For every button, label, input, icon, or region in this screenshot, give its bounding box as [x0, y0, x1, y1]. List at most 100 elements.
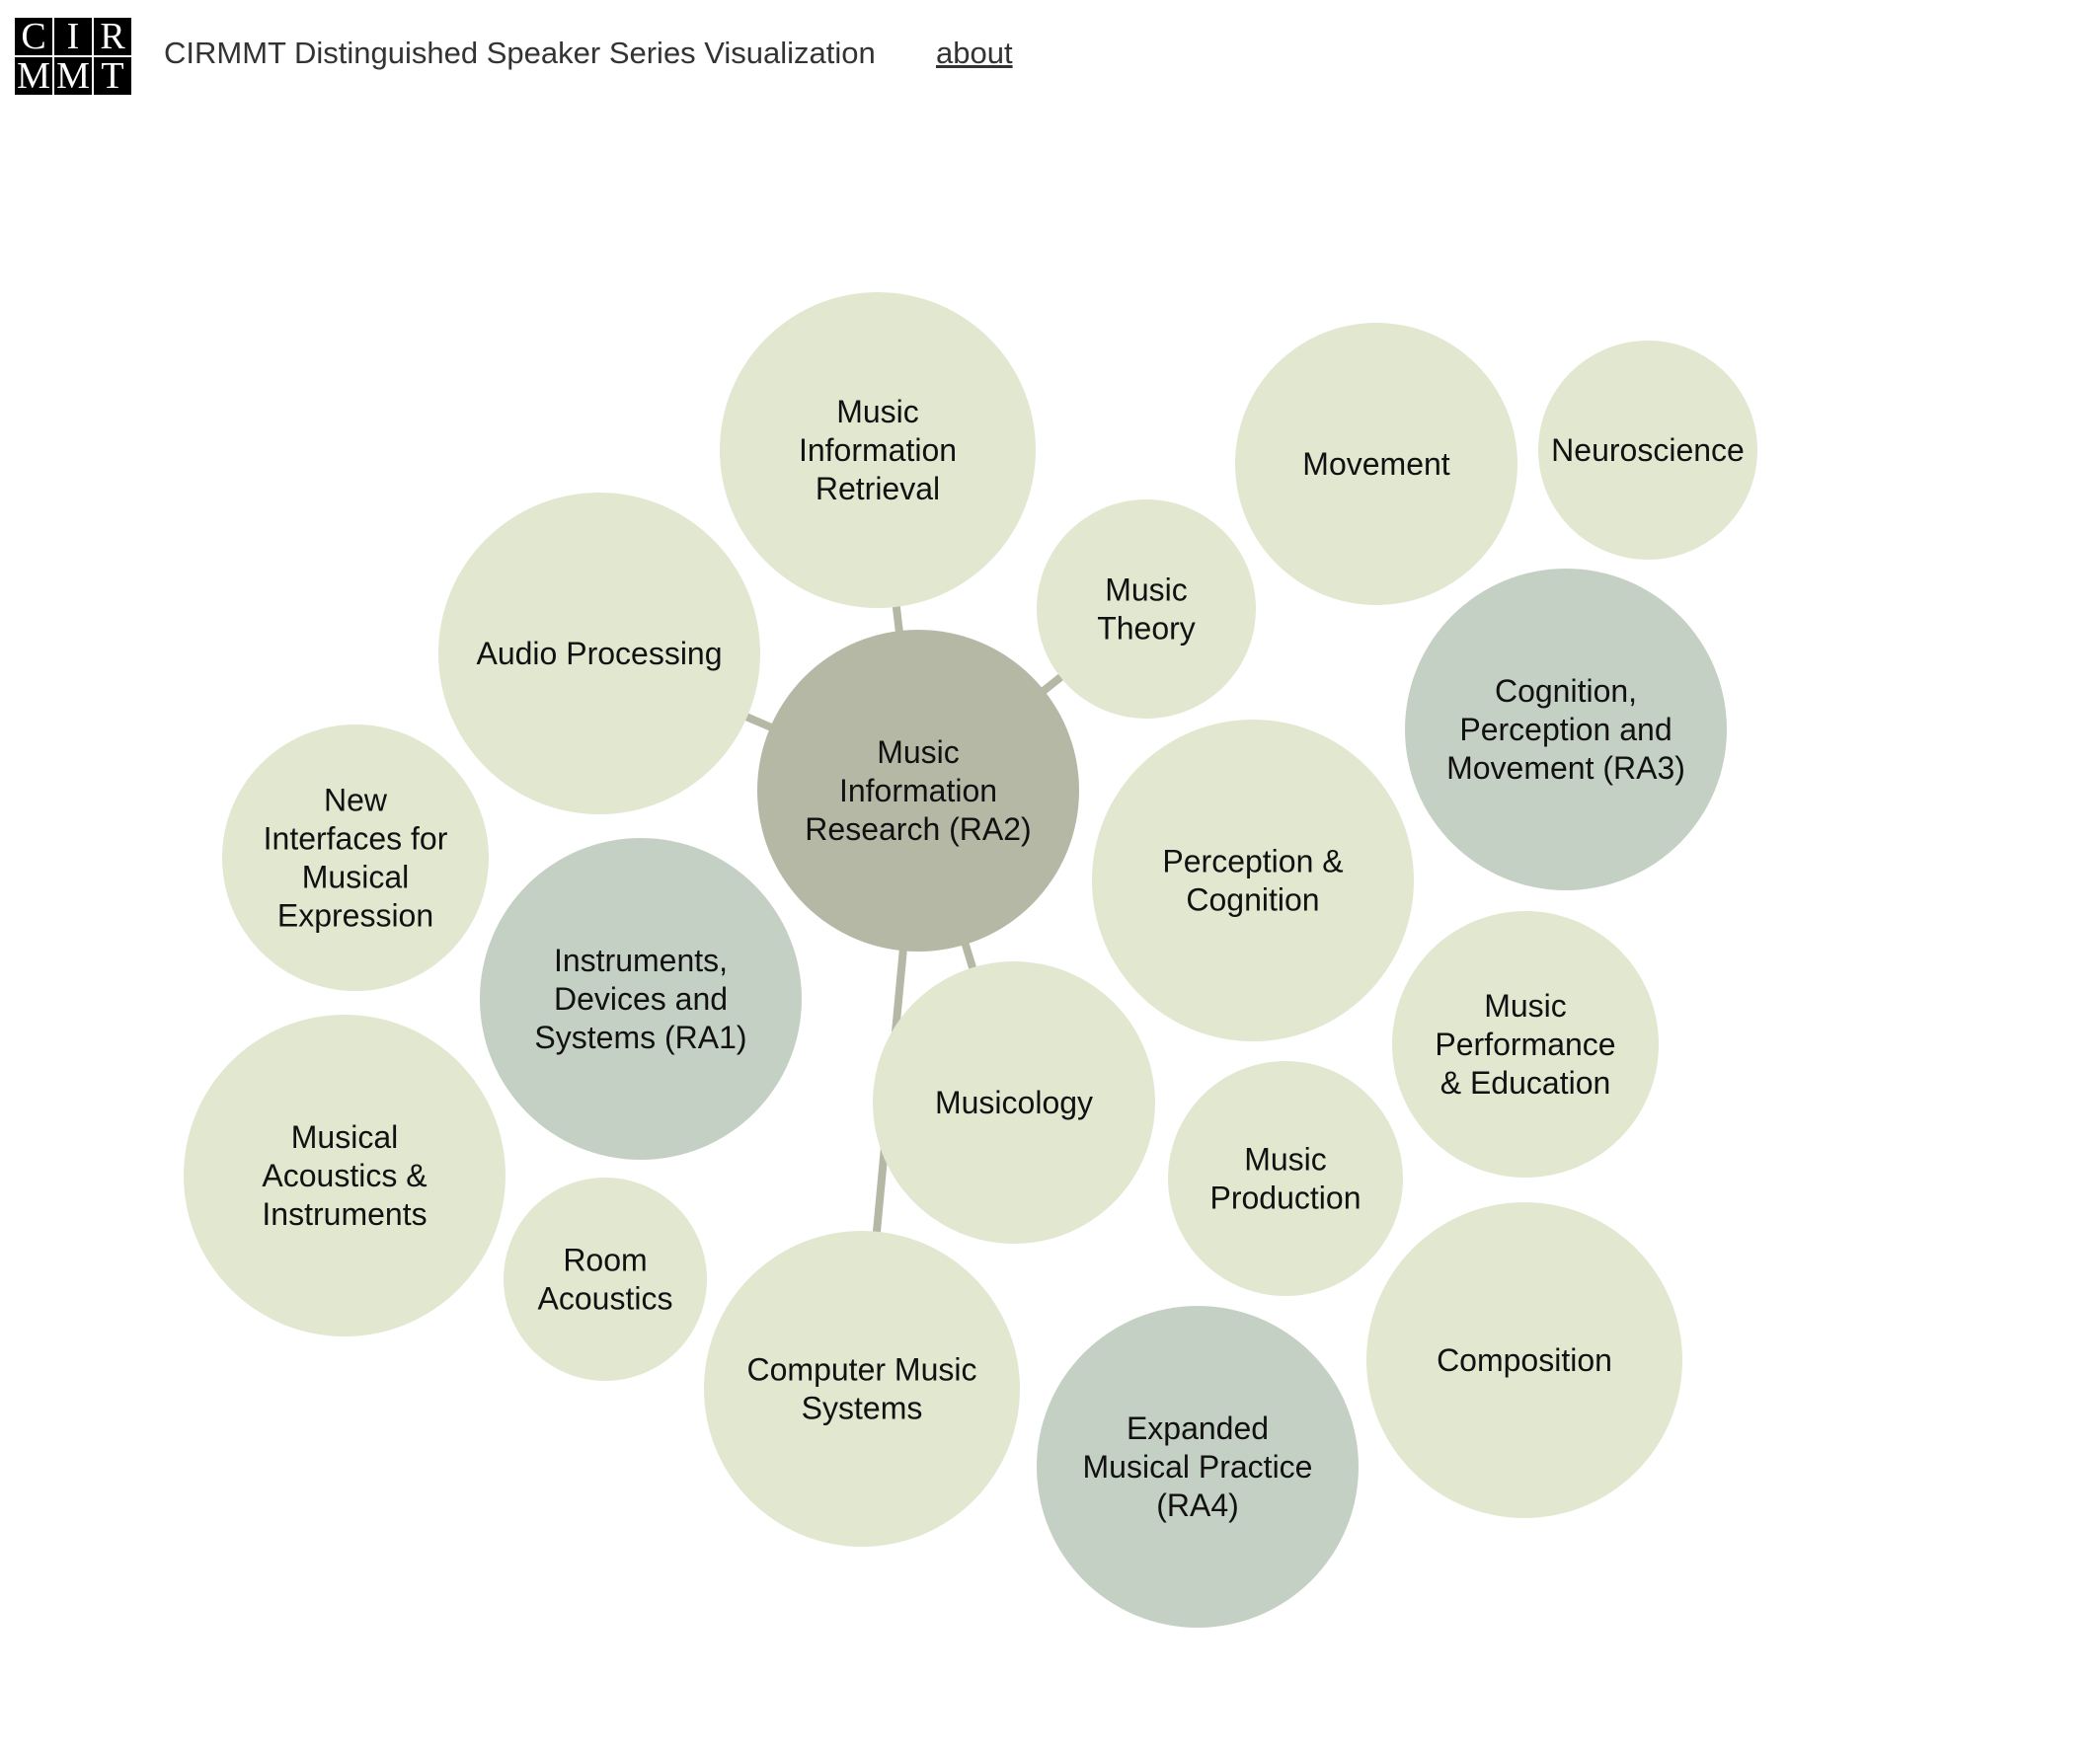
bubble-label: Movement	[1302, 446, 1450, 482]
bubble-label: Composition	[1437, 1342, 1612, 1378]
logo-letter: R	[92, 16, 133, 57]
bubble-circle	[504, 1178, 707, 1381]
bubble-musicology[interactable]: Musicology	[873, 961, 1155, 1244]
bubble-ra4[interactable]: Expanded Musical Practice (RA4)	[1037, 1306, 1359, 1628]
bubble-label: Computer Music Systems	[747, 1352, 977, 1426]
bubble-label: New Interfaces for Musical Expression	[264, 783, 448, 934]
bubble-room[interactable]: Room Acoustics	[504, 1178, 707, 1381]
bubble-circle	[1538, 341, 1757, 560]
bubble-label-line: Acoustics &	[262, 1158, 427, 1193]
bubble-label-line: Musical	[302, 860, 409, 895]
page-title: CIRMMT Distinguished Speaker Series Visu…	[164, 36, 876, 70]
bubble-label: Perception & Cognition	[1162, 844, 1343, 918]
bubble-label-line: Music	[877, 734, 960, 770]
bubble-circle	[1366, 1202, 1682, 1518]
bubble-label: Music Information Research (RA2)	[805, 734, 1031, 847]
bubble-label-line: Music	[1105, 572, 1188, 608]
bubble-label-line: Devices and	[554, 981, 728, 1017]
bubble-mpe[interactable]: Music Performance & Education	[1392, 911, 1659, 1178]
bubble-circle	[1235, 323, 1517, 605]
bubble-circle	[720, 292, 1036, 608]
bubble-label: Audio Processing	[476, 636, 722, 671]
bubble-composition[interactable]: Composition	[1366, 1202, 1682, 1518]
bubble-label: Music Production	[1210, 1142, 1361, 1216]
bubble-label-line: Systems (RA1)	[534, 1020, 746, 1055]
bubble-movement[interactable]: Movement	[1235, 323, 1517, 605]
bubble-label-line: New	[324, 783, 388, 818]
bubble-label: Musical Acoustics & Instruments	[262, 1119, 427, 1232]
bubble-label: Musicology	[935, 1085, 1093, 1120]
bubble-label-line: Retrieval	[816, 471, 940, 506]
bubble-label-line: Research (RA2)	[805, 811, 1031, 847]
bubble-percog[interactable]: Perception & Cognition	[1092, 720, 1414, 1041]
bubble-label-line: Composition	[1437, 1342, 1612, 1378]
bubble-circle	[1037, 499, 1256, 719]
bubble-circle	[873, 961, 1155, 1244]
bubble-label: Expanded Musical Practice (RA4)	[1083, 1411, 1313, 1523]
logo-letter: I	[52, 16, 94, 57]
bubble-label-line: Neuroscience	[1551, 432, 1745, 468]
bubble-ra3[interactable]: Cognition, Perception and Movement (RA3)	[1405, 569, 1727, 890]
bubble-label: Music Information Retrieval	[799, 394, 957, 506]
bubble-acoustics[interactable]: Musical Acoustics & Instruments	[184, 1015, 506, 1336]
logo-letter: M	[52, 55, 94, 97]
logo-letter: T	[92, 55, 133, 97]
about-link[interactable]: about	[936, 36, 1013, 70]
bubble-circle	[1037, 1306, 1359, 1628]
bubble-circle	[1405, 569, 1727, 890]
bubble-label: Music Theory	[1097, 572, 1196, 647]
bubble-ra2[interactable]: Music Information Research (RA2)	[757, 630, 1079, 952]
bubble-mir[interactable]: Music Information Retrieval	[720, 292, 1036, 608]
bubble-label-line: Musical Practice	[1083, 1449, 1313, 1485]
bubble-circle	[222, 724, 489, 991]
bubble-label: Neuroscience	[1551, 432, 1745, 468]
bubble-circle	[480, 838, 802, 1160]
bubble-label-line: Audio Processing	[476, 636, 722, 671]
bubble-label-line: Movement	[1302, 446, 1450, 482]
bubble-label: Room Acoustics	[538, 1243, 673, 1317]
bubble-circle	[1392, 911, 1659, 1178]
bubble-nime[interactable]: New Interfaces for Musical Expression	[222, 724, 489, 991]
bubble-circle	[438, 493, 760, 814]
bubble-label-line: Information	[839, 773, 997, 808]
logo-letter: M	[13, 55, 54, 97]
bubble-label-line: Musical	[291, 1119, 398, 1155]
bubble-neuro[interactable]: Neuroscience	[1538, 341, 1757, 560]
bubble-circle	[1092, 720, 1414, 1041]
bubble-label-line: Perception and	[1459, 712, 1672, 747]
bubble-label: Instruments, Devices and Systems (RA1)	[534, 943, 746, 1055]
bubble-ra1[interactable]: Instruments, Devices and Systems (RA1)	[480, 838, 802, 1160]
bubble-circle	[184, 1015, 506, 1336]
bubble-production[interactable]: Music Production	[1168, 1061, 1403, 1296]
bubble-label-line: Systems	[802, 1391, 923, 1426]
bubble-label-line: (RA4)	[1156, 1487, 1239, 1523]
bubble-label-line: Interfaces for	[264, 821, 448, 857]
bubble-audio[interactable]: Audio Processing	[438, 493, 760, 814]
bubble-label-line: Expanded	[1127, 1411, 1269, 1446]
bubble-label-line: Music	[836, 394, 919, 429]
bubble-label-line: Acoustics	[538, 1281, 673, 1317]
bubble-cms[interactable]: Computer Music Systems	[704, 1231, 1020, 1547]
bubble-label-line: Music	[1244, 1142, 1327, 1178]
header: C I R M M T CIRMMT Distinguished Speaker…	[0, 0, 2100, 109]
bubble-label-line: Perception &	[1162, 844, 1343, 879]
bubble-label-line: Information	[799, 432, 957, 468]
bubble-label-line: Room	[563, 1243, 647, 1278]
bubble-label-line: Instruments	[262, 1196, 427, 1232]
logo-letter: C	[13, 16, 54, 57]
bubble-label-line: Theory	[1097, 611, 1196, 647]
bubble-label-line: Instruments,	[554, 943, 728, 978]
cirmmt-logo[interactable]: C I R M M T	[13, 16, 133, 97]
bubble-label-line: Music	[1484, 988, 1567, 1024]
bubble-label-line: Performance	[1435, 1027, 1615, 1062]
bubble-label-line: Cognition	[1186, 882, 1319, 918]
bubble-label-line: Movement (RA3)	[1446, 750, 1685, 786]
bubble-circle	[757, 630, 1079, 952]
bubble-circle	[1168, 1061, 1403, 1296]
bubble-theory[interactable]: Music Theory	[1037, 499, 1256, 719]
bubble-label-line: & Education	[1440, 1065, 1611, 1101]
bubble-label-line: Musicology	[935, 1085, 1093, 1120]
bubble-circle	[704, 1231, 1020, 1547]
bubble-label-line: Production	[1210, 1181, 1361, 1216]
